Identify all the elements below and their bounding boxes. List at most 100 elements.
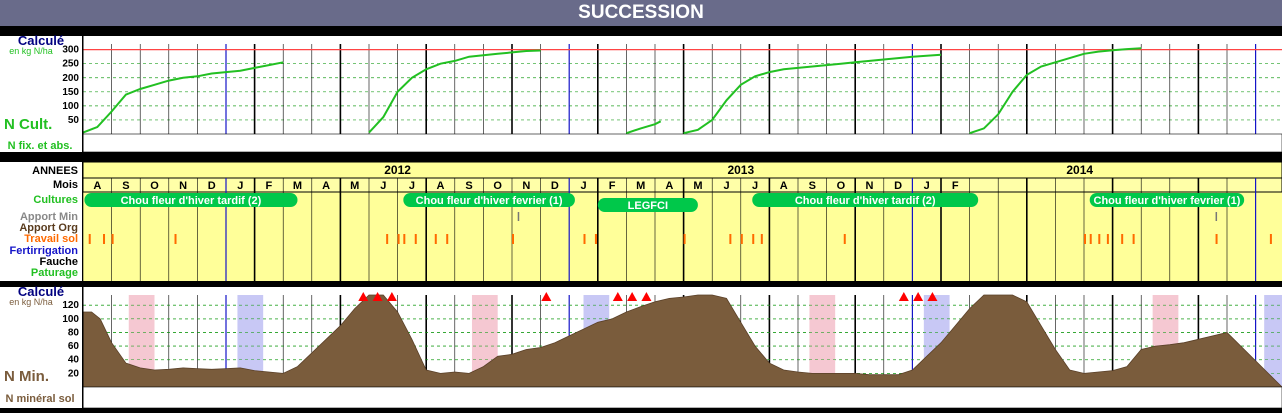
row-label: Apport Org — [19, 222, 78, 234]
y-tick-label: 250 — [62, 59, 79, 70]
alert-marker — [358, 292, 369, 302]
crop-pill — [403, 193, 575, 207]
y-tick-label: 200 — [62, 73, 79, 84]
row-label: ANNEES — [32, 165, 78, 177]
month-label: N — [522, 180, 530, 192]
years-row — [82, 162, 1282, 179]
travail-sol-mark — [583, 234, 586, 244]
middle-label-column — [0, 162, 83, 281]
alert-marker — [927, 292, 938, 302]
month-label: F — [266, 180, 273, 192]
travail-sol-mark — [386, 234, 389, 244]
row-label: Paturage — [30, 267, 78, 279]
window-title: SUCCESSION — [0, 0, 1282, 26]
top-unit-label: en kg N/ha — [9, 46, 53, 56]
top-calc-label: Calculé — [17, 33, 65, 48]
y-tick-label: 300 — [62, 45, 79, 56]
year-label: 2014 — [1066, 163, 1093, 177]
row-label: Apport Min — [19, 211, 78, 223]
apport-min-mark — [517, 212, 520, 221]
n-cult-curve — [969, 47, 1142, 135]
alert-marker — [372, 292, 383, 302]
travail-sol-mark — [512, 234, 514, 244]
year-label: 2013 — [727, 163, 754, 177]
month-label: D — [208, 180, 216, 192]
month-label: A — [437, 180, 445, 192]
travail-sol-mark — [103, 234, 106, 244]
apport-min-mark — [1215, 212, 1218, 221]
month-label: A — [665, 180, 673, 192]
month-label: A — [780, 180, 788, 192]
row-label: Mois — [52, 179, 78, 191]
row-label: Fertirrigation — [9, 245, 78, 257]
y-tick-label: 50 — [68, 115, 80, 126]
month-label: A — [322, 180, 330, 192]
alert-marker — [627, 292, 638, 302]
travail-sol-mark — [414, 234, 417, 244]
travail-sol-mark — [88, 234, 91, 244]
month-label: J — [237, 180, 243, 192]
y-tick-label: 20 — [68, 368, 80, 379]
n-cult-curve — [683, 53, 942, 135]
travail-sol-mark — [1089, 234, 1092, 244]
n-cult-curve — [626, 120, 662, 135]
travail-sol-mark — [752, 234, 755, 244]
travail-sol-mark — [1106, 234, 1109, 244]
month-label: M — [350, 180, 359, 192]
travail-sol-mark — [1215, 234, 1218, 244]
month-label: F — [609, 180, 616, 192]
month-label: J — [752, 180, 758, 192]
footer-separator — [0, 408, 1282, 413]
y-tick-label: 100 — [62, 314, 79, 325]
month-label: F — [952, 180, 959, 192]
crop-label: Chou fleur d'hiver tardif (2) — [121, 195, 262, 207]
n-mineral-strip — [82, 386, 1282, 408]
y-tick-label: 150 — [62, 87, 79, 98]
month-label: O — [493, 180, 502, 192]
alert-marker — [641, 292, 652, 302]
travail-sol-mark — [729, 234, 732, 244]
travail-sol-mark — [434, 234, 437, 244]
row-label: Travail sol — [24, 233, 78, 245]
alert-marker — [898, 292, 909, 302]
y-tick-label: 120 — [62, 300, 79, 311]
month-label: J — [723, 180, 729, 192]
n-cult-chart: 300 250 200 150 100 50 — [62, 36, 1282, 152]
n-cult-curve — [368, 49, 541, 134]
n-fix-label: N fix. et abs. — [7, 140, 73, 152]
month-label: S — [465, 180, 472, 192]
n-mineral-sol-label: N minéral sol — [5, 393, 75, 405]
crop-pill — [597, 198, 698, 212]
middle-separator — [0, 152, 1282, 162]
alert-marker — [913, 292, 924, 302]
month-label: M — [636, 180, 645, 192]
crop-label: Chou fleur d'hiver fevrier (1) — [416, 195, 563, 207]
month-label: J — [924, 180, 930, 192]
travail-sol-mark — [594, 234, 597, 244]
travail-sol-mark — [174, 234, 177, 244]
crop-label: Chou fleur d'hiver tardif (2) — [795, 195, 936, 207]
travail-sol-mark — [843, 234, 846, 244]
bottom-calc-label: Calculé — [17, 284, 65, 299]
alert-marker — [541, 292, 552, 302]
row-label: Fauche — [39, 256, 78, 268]
month-label: D — [894, 180, 902, 192]
travail-sol-mark — [1098, 234, 1101, 244]
month-label: N — [179, 180, 187, 192]
n-min-chart: 120 100 80 60 40 20 — [62, 287, 1282, 408]
months-row — [82, 177, 1282, 193]
travail-sol-mark — [1132, 234, 1135, 244]
month-label: S — [122, 180, 129, 192]
travail-sol-mark — [446, 234, 449, 244]
month-label: J — [580, 180, 586, 192]
month-label: J — [409, 180, 415, 192]
month-label: M — [693, 180, 702, 192]
y-tick-label: 100 — [62, 101, 79, 112]
bottom-unit-label: en kg N/ha — [9, 297, 53, 307]
month-label: O — [150, 180, 159, 192]
month-label: N — [866, 180, 874, 192]
month-label: M — [293, 180, 302, 192]
travail-sol-mark — [683, 234, 686, 244]
month-label: O — [837, 180, 846, 192]
